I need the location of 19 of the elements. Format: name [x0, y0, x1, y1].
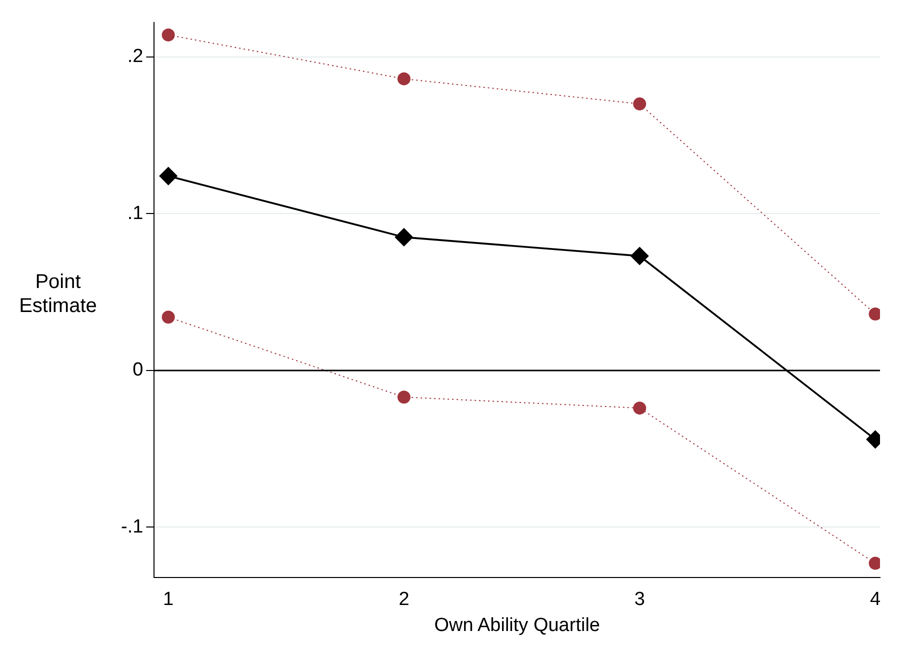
point — [633, 97, 646, 110]
x-tick-label: 2 — [398, 589, 410, 610]
point — [633, 402, 646, 415]
y-axis-title: Point Estimate — [18, 270, 98, 318]
point — [397, 390, 410, 404]
y-tick-label: 0 — [132, 360, 144, 381]
y-tick-label: .1 — [127, 202, 144, 224]
x-tick-label: 3 — [634, 589, 645, 610]
x-tick-label: 4 — [870, 589, 881, 610]
x-tick-label: 1 — [163, 589, 174, 610]
y-tick-label: .2 — [127, 46, 144, 68]
point — [159, 167, 178, 185]
point — [630, 247, 649, 265]
x-axis-title: Own Ability Quartile — [434, 614, 600, 636]
point — [162, 28, 175, 42]
point — [395, 228, 413, 246]
point — [397, 72, 410, 86]
y-tick-label: -.1 — [120, 516, 144, 538]
point — [162, 310, 175, 324]
